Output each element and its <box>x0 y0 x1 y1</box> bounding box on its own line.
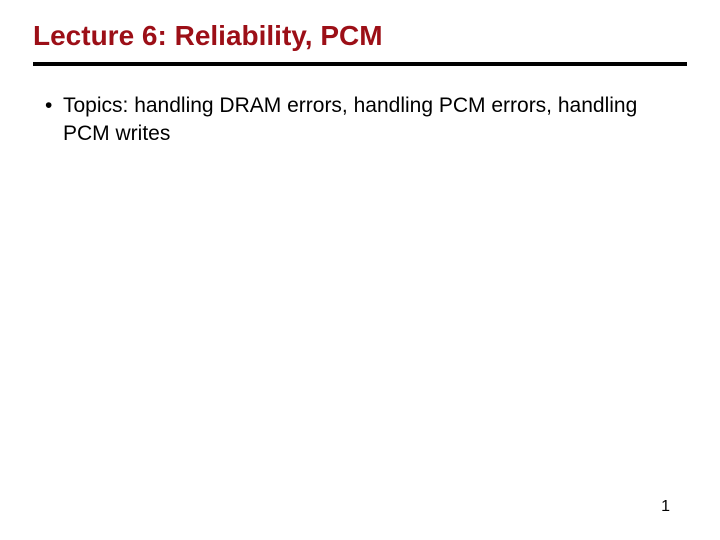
title-block: Lecture 6: Reliability, PCM <box>33 20 687 66</box>
bullet-list: Topics: handling DRAM errors, handling P… <box>45 92 660 149</box>
list-item: Topics: handling DRAM errors, handling P… <box>45 92 660 149</box>
title-underline <box>33 62 687 66</box>
slide: Lecture 6: Reliability, PCM Topics: hand… <box>0 0 720 540</box>
body-block: Topics: handling DRAM errors, handling P… <box>45 92 660 149</box>
page-number: 1 <box>661 498 670 516</box>
slide-title: Lecture 6: Reliability, PCM <box>33 20 687 60</box>
